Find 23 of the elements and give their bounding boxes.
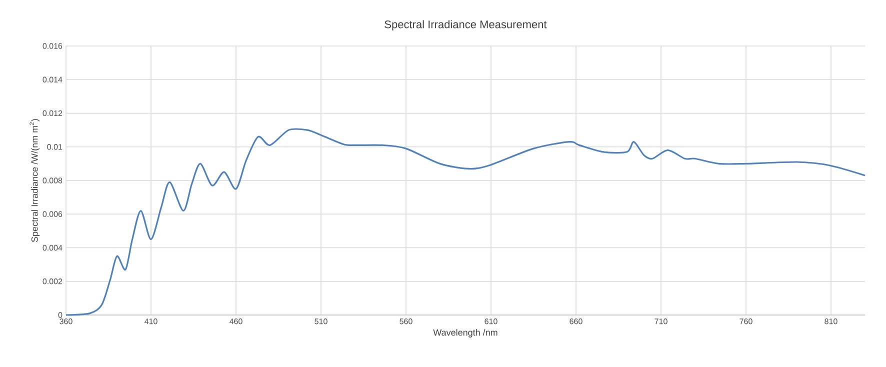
x-tick-label: 510 xyxy=(314,318,328,324)
line-series xyxy=(65,128,866,316)
x-tick-label: 810 xyxy=(824,318,838,324)
y-tick-label: 0.014 xyxy=(42,76,62,82)
x-tick-label: 760 xyxy=(740,318,752,324)
chart-title: Spectral Irradiance Measurement xyxy=(384,20,547,30)
x-tick-label: 360 xyxy=(60,318,72,324)
x-axis-title: Wavelength /nm xyxy=(433,329,498,338)
y-tick-label: 0.01 xyxy=(47,144,62,150)
x-tick-label: 710 xyxy=(654,318,668,324)
x-tick-label: 410 xyxy=(144,318,158,324)
y-tick-label: 0.016 xyxy=(42,43,62,49)
x-tick-label: 460 xyxy=(230,318,242,324)
y-tick-label: 0.002 xyxy=(42,278,62,284)
x-tick-label: 610 xyxy=(484,318,498,324)
y-tick-label: 0.008 xyxy=(42,178,62,184)
y-tick-label: 0 xyxy=(58,312,62,318)
x-tick-label: 560 xyxy=(400,318,412,324)
y-tick-label: 0.006 xyxy=(42,211,62,217)
y-tick-label: 0.004 xyxy=(42,244,62,251)
y-axis-title: Spectral Irradiance /W/(nm m$^{2}$) xyxy=(30,119,40,242)
y-tick-label: 0.012 xyxy=(42,110,62,116)
x-tick-label: 660 xyxy=(570,318,582,324)
